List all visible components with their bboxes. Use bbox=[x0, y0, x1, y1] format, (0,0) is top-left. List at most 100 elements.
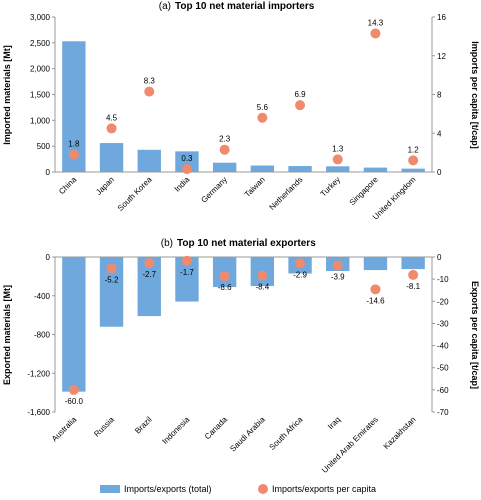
data-label: 8.3 bbox=[144, 77, 156, 86]
per-capita-dot bbox=[181, 255, 192, 266]
y-right-tick-label: 12 bbox=[437, 52, 446, 61]
data-label: -2.7 bbox=[142, 270, 156, 279]
per-capita-dot bbox=[408, 155, 419, 166]
bar bbox=[288, 166, 312, 172]
data-label: -3.9 bbox=[331, 273, 345, 282]
per-capita-dot bbox=[144, 86, 155, 97]
category-label: Australia bbox=[50, 415, 79, 444]
y-tick-label: 2,500 bbox=[30, 39, 51, 48]
category-label: Kazakhstan bbox=[382, 415, 418, 451]
panel-a-prefix: (a) bbox=[159, 1, 171, 12]
y-right-tick-label: 8 bbox=[437, 91, 442, 100]
data-label: -1.7 bbox=[180, 268, 194, 277]
y-tick-label: -1,600 bbox=[27, 408, 50, 417]
bar bbox=[363, 167, 388, 172]
legend-bar-swatch bbox=[100, 485, 120, 493]
per-capita-dot bbox=[332, 260, 343, 271]
category-label: Turkey bbox=[319, 175, 342, 198]
data-label: -5.2 bbox=[105, 276, 119, 285]
data-label: -60.0 bbox=[65, 397, 84, 406]
category-label: Brazil bbox=[133, 415, 154, 436]
category-label: Taiwan bbox=[243, 175, 267, 199]
y-tick-label: 1,000 bbox=[30, 116, 51, 125]
category-label: Canada bbox=[203, 415, 230, 442]
category-label: Netherlands bbox=[268, 175, 305, 212]
y-tick-label: 500 bbox=[37, 142, 51, 151]
per-capita-dot bbox=[370, 284, 381, 295]
category-label: South Africa bbox=[268, 415, 305, 452]
data-label: -8.6 bbox=[218, 283, 232, 292]
bar bbox=[326, 166, 350, 172]
category-label: China bbox=[57, 175, 79, 197]
panel-b-prefix: (b) bbox=[161, 238, 173, 249]
y-right-tick-label: -60 bbox=[437, 386, 449, 395]
per-capita-dot bbox=[332, 154, 343, 165]
y-right-tick-label: -10 bbox=[437, 275, 449, 284]
y-tick-label: 0 bbox=[46, 253, 51, 262]
bar bbox=[175, 257, 199, 302]
bar bbox=[99, 257, 124, 327]
legend-dot-label: Imports/exports per capita bbox=[272, 484, 376, 494]
per-capita-dot bbox=[219, 271, 230, 282]
y-right-tick-label: -30 bbox=[437, 319, 449, 328]
y-tick-label: -800 bbox=[34, 331, 51, 340]
panel-b-ylabel-right: Exports per capita [t/cap] bbox=[470, 281, 480, 389]
data-label: 14.3 bbox=[368, 18, 384, 27]
data-label: -14.6 bbox=[366, 296, 385, 305]
per-capita-dot bbox=[68, 149, 79, 160]
panel-b-ylabel: Exported materials [Mt] bbox=[2, 285, 12, 385]
data-label: -8.1 bbox=[406, 282, 420, 291]
data-label: 0.3 bbox=[181, 154, 193, 163]
data-label: 5.6 bbox=[257, 103, 269, 112]
bar bbox=[137, 257, 161, 317]
y-right-tick-label: 16 bbox=[437, 13, 446, 22]
category-label: Japan bbox=[94, 175, 116, 197]
legend: Imports/exports (total) Imports/exports … bbox=[100, 484, 376, 494]
category-label: India bbox=[173, 175, 192, 194]
category-label: Russia bbox=[92, 415, 116, 439]
y-right-tick-label: -20 bbox=[437, 297, 449, 306]
panel-a-ylabel-right: Imports per capita [t/cap] bbox=[470, 41, 480, 149]
per-capita-dot bbox=[370, 28, 381, 39]
legend-dot-swatch bbox=[258, 484, 268, 494]
panel-b-title: Top 10 net material exporters bbox=[177, 238, 316, 249]
bar bbox=[401, 257, 425, 270]
bar bbox=[401, 168, 425, 172]
per-capita-dot bbox=[257, 270, 268, 281]
bar bbox=[363, 257, 388, 271]
per-capita-dot bbox=[144, 257, 155, 268]
y-right-tick-label: -40 bbox=[437, 342, 449, 351]
category-label: Germany bbox=[199, 175, 229, 205]
y-tick-label: 2,000 bbox=[30, 65, 51, 74]
panel-b-plot: -1,600 -1,200 -800 -400 0 -70 -60 -50 -40 -30 -20 -… bbox=[27, 253, 449, 475]
data-label: -2.9 bbox=[293, 270, 307, 279]
per-capita-dot bbox=[408, 269, 419, 280]
bar bbox=[62, 41, 86, 173]
per-capita-dot bbox=[219, 144, 230, 155]
y-tick-label: 3,000 bbox=[30, 13, 51, 22]
bar bbox=[250, 165, 275, 172]
panel-a-ylabel: Imported materials [Mt] bbox=[2, 45, 12, 145]
y-tick-label: 0 bbox=[46, 168, 51, 177]
bar bbox=[62, 257, 86, 392]
data-label: 4.5 bbox=[106, 113, 118, 122]
panel-a-title: Top 10 net material importers bbox=[175, 1, 315, 12]
category-label: South Korea bbox=[116, 175, 154, 213]
y-right-tick-label: 4 bbox=[437, 129, 442, 138]
per-capita-dot bbox=[295, 100, 306, 111]
data-label: 1.2 bbox=[408, 145, 420, 154]
category-label: Indonesia bbox=[160, 415, 191, 446]
bar bbox=[99, 143, 124, 172]
per-capita-dot bbox=[257, 112, 268, 123]
category-label: Iraq bbox=[326, 415, 342, 431]
data-label: 6.9 bbox=[294, 90, 306, 99]
data-label: 1.3 bbox=[332, 144, 344, 153]
bar bbox=[212, 162, 237, 172]
data-label: 1.8 bbox=[68, 140, 80, 149]
category-label: Saudi Arabia bbox=[228, 415, 267, 454]
legend-bar-label: Imports/exports (total) bbox=[124, 484, 212, 494]
y-tick-label: -1,200 bbox=[27, 369, 50, 378]
panel-a-plot: 0 500 1,000 1,500 2,000 2,500 3,000 0 4 8 12 16 1.8 4… bbox=[30, 13, 446, 222]
bar bbox=[175, 151, 199, 172]
